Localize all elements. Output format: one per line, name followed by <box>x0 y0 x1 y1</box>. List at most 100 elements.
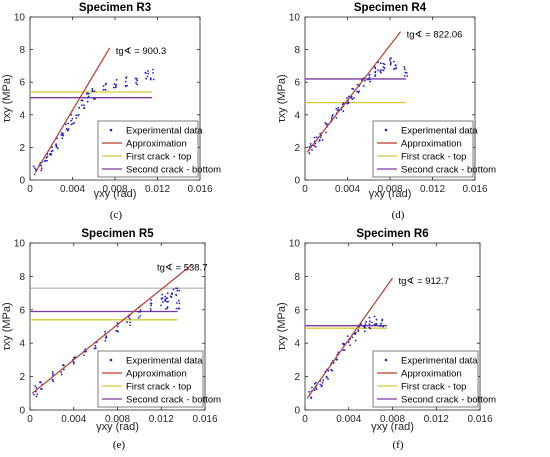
experimental-data-point <box>115 83 118 86</box>
experimental-data-point <box>50 150 53 153</box>
experimental-data-point <box>150 302 153 305</box>
experimental-data-point <box>125 76 128 79</box>
x-tick-label: 0.008 <box>377 184 402 195</box>
experimental-data-point <box>55 146 58 149</box>
experimental-data-point <box>403 74 406 77</box>
experimental-data-point <box>341 103 344 106</box>
experimental-data-point <box>104 340 107 342</box>
experimental-data-point <box>61 134 64 136</box>
chart-title: Specimen R6 <box>356 228 428 240</box>
y-tick-label: 10 <box>14 13 26 24</box>
slope-annotation: tg∢ = 900.3 <box>116 46 166 57</box>
experimental-data-point <box>176 289 179 292</box>
x-tick-label: 0.012 <box>424 414 449 425</box>
experimental-data-point <box>178 289 181 292</box>
experimental-data-point <box>147 72 150 75</box>
experimental-data-point <box>51 378 54 381</box>
y-tick-label: 0 <box>294 176 300 187</box>
experimental-data-point <box>311 386 313 389</box>
experimental-data-point <box>167 300 170 303</box>
experimental-data-point <box>368 76 371 79</box>
experimental-data-point <box>94 344 97 347</box>
chart-panel-1: Specimen R4 0 0.004 0.008 0.012 0.016 0 2 4 6 8 10 γ… <box>276 2 496 221</box>
x-tick-label: 0 <box>302 414 308 425</box>
x-tick-label: 0.012 <box>420 184 445 195</box>
x-tick-label: 0.016 <box>462 184 487 195</box>
experimental-data-point <box>45 157 48 159</box>
experimental-data-point <box>116 325 119 328</box>
experimental-data-point <box>169 295 172 298</box>
legend-box <box>372 350 479 408</box>
experimental-data-point <box>380 322 382 325</box>
experimental-data-point <box>160 304 162 307</box>
experimental-data-point <box>343 343 346 345</box>
x-tick-label: 0.008 <box>102 184 127 195</box>
experimental-data-point <box>310 396 312 399</box>
experimental-data-point <box>365 321 368 323</box>
experimental-data-point <box>33 173 36 176</box>
experimental-data-point <box>55 144 58 147</box>
experimental-data-point <box>35 386 38 389</box>
experimental-data-point <box>71 117 74 120</box>
experimental-data-point <box>308 146 311 148</box>
experimental-data-point <box>145 77 148 80</box>
x-tick-label: 0.008 <box>380 414 405 425</box>
legend-entry-label: Experimental data <box>126 125 203 136</box>
legend-swatch-experimental-data <box>384 358 388 362</box>
experimental-data-point <box>368 323 371 325</box>
experimental-data-point <box>51 146 53 149</box>
experimental-data-point <box>46 155 49 158</box>
y-tick-label: 8 <box>294 45 300 56</box>
experimental-data-point <box>392 68 395 70</box>
experimental-data-point <box>139 315 142 317</box>
experimental-data-point <box>309 143 312 145</box>
experimental-data-point <box>94 97 96 100</box>
experimental-data-point <box>102 88 105 91</box>
experimental-data-point <box>382 69 385 72</box>
experimental-data-point <box>380 69 382 71</box>
legend-box <box>372 120 474 178</box>
experimental-data-point <box>374 322 377 325</box>
legend-entry-label: First crack - top <box>126 381 191 392</box>
legend-entry-label: First crack - top <box>126 151 191 162</box>
experimental-data-point <box>86 100 89 103</box>
experimental-data-point <box>337 108 340 111</box>
experimental-data-point <box>405 71 408 74</box>
legend: Experimental data Approximation First crac… <box>372 120 496 178</box>
experimental-data-point <box>392 60 395 63</box>
y-tick-label: 6 <box>294 78 300 89</box>
y-tick-label: 0 <box>19 176 25 187</box>
y-tick-label: 6 <box>19 78 25 89</box>
experimental-data-point <box>34 385 37 387</box>
experimental-data-point <box>86 92 89 95</box>
chart-panel-0: Specimen R3 0 0.004 0.008 0.012 0.016 0 2 4 6 8 10 γ… <box>1 2 221 221</box>
experimental-data-point <box>129 324 132 327</box>
experimental-data-point <box>61 137 64 140</box>
experimental-data-point <box>102 85 105 88</box>
y-tick-label: 6 <box>19 305 25 316</box>
experimental-data-point <box>164 300 166 302</box>
x-tick-label: 0.004 <box>61 414 86 425</box>
experimental-data-point <box>404 68 406 71</box>
legend-entry-label: Experimental data <box>401 355 478 366</box>
chart-panel-3: Specimen R6 0 0.004 0.008 0.012 0.016 0 2 4 6 8 10 γ… <box>276 228 496 451</box>
experimental-data-point <box>367 78 369 81</box>
experimental-data-point <box>104 330 107 333</box>
experimental-data-point <box>382 325 385 328</box>
experimental-data-point <box>166 306 169 308</box>
x-tick-label: 0.008 <box>105 414 130 425</box>
experimental-data-point <box>374 74 377 77</box>
legend: Experimental data Approximation First crac… <box>372 350 496 408</box>
y-axis-label: τxy (MPa) <box>1 74 13 122</box>
experimental-data-point <box>64 123 67 126</box>
experimental-data-point <box>50 154 52 156</box>
experimental-data-point <box>86 96 89 99</box>
experimental-data-point <box>371 321 373 324</box>
experimental-data-point <box>161 293 164 296</box>
experimental-data-point <box>175 287 177 290</box>
approximation-line <box>306 31 402 153</box>
experimental-data-point <box>373 323 376 326</box>
experimental-data-point <box>129 321 131 324</box>
experimental-data-point <box>335 117 338 119</box>
experimental-data-point <box>87 95 90 98</box>
